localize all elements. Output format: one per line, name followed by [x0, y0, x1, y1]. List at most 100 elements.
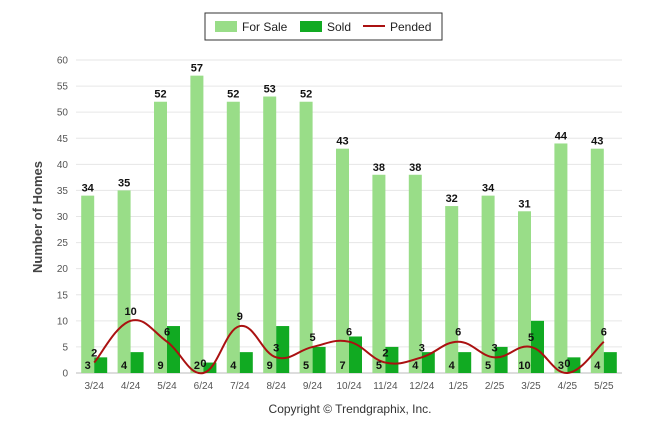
y-axis-label: Number of Homes	[30, 161, 45, 273]
label-pended: 5	[310, 332, 316, 344]
legend-label-for-sale: For Sale	[242, 20, 288, 34]
y-tick-label: 10	[57, 316, 69, 327]
label-sold: 4	[121, 360, 128, 372]
bar-for-sale	[481, 195, 495, 373]
label-pended: 6	[601, 327, 607, 339]
label-sold: 4	[449, 360, 456, 372]
label-for-sale: 53	[264, 84, 276, 96]
label-pended: 5	[528, 332, 534, 344]
bar-for-sale	[445, 206, 459, 373]
bar-sold	[531, 320, 544, 373]
legend: For Sale Sold Pended	[204, 12, 443, 41]
label-sold: 3	[85, 360, 91, 372]
legend-swatch-sold	[300, 21, 322, 32]
pended-line-group	[93, 319, 605, 375]
label-sold: 4	[594, 360, 601, 372]
y-tick-label: 20	[57, 264, 69, 275]
bar-sold	[239, 352, 253, 373]
x-tick-label: 4/25	[558, 381, 578, 392]
bar-for-sale	[408, 174, 422, 373]
bar-for-sale	[263, 96, 277, 374]
bar-for-sale	[336, 148, 349, 373]
bar-for-sale	[299, 101, 313, 373]
legend-label-sold: Sold	[327, 20, 351, 34]
x-tick-label: 3/24	[84, 381, 104, 392]
x-tick-label: 7/24	[230, 381, 250, 392]
label-pended: 3	[492, 342, 498, 354]
label-for-sale: 57	[191, 63, 203, 75]
bar-for-sale	[554, 143, 568, 373]
label-pended: 3	[419, 342, 425, 354]
bar-for-sale	[518, 211, 531, 373]
y-tick-label: 0	[62, 369, 68, 380]
bar-for-sale	[190, 75, 204, 374]
label-sold: 2	[194, 360, 200, 372]
label-sold: 9	[157, 360, 163, 372]
bar-sold	[385, 346, 399, 373]
x-tick-label: 2/25	[485, 381, 505, 392]
y-tick-label: 5	[62, 342, 68, 353]
bar-sold	[312, 346, 326, 373]
label-pended: 2	[91, 348, 97, 360]
copyright-text: Copyright © Trendgraphix, Inc.	[269, 402, 432, 416]
bar-sold	[130, 352, 144, 373]
label-sold: 5	[376, 360, 382, 372]
x-tick-label: 5/24	[157, 381, 177, 392]
y-tick-label: 25	[57, 238, 69, 249]
label-for-sale: 38	[409, 162, 421, 174]
label-pended: 3	[273, 342, 279, 354]
x-axis-ticks: 3/24 4/24 5/24 6/24 7/24 8/24 9/24 10/24 11/24 12…	[84, 381, 614, 392]
label-sold: 5	[303, 360, 309, 372]
label-for-sale: 31	[518, 198, 530, 210]
y-tick-label: 15	[57, 290, 69, 301]
bar-sold	[276, 326, 290, 373]
label-sold: 4	[230, 360, 237, 372]
x-tick-label: 3/25	[521, 381, 541, 392]
y-tick-label: 35	[57, 186, 69, 197]
label-sold: 10	[518, 360, 530, 372]
label-sold: 3	[558, 360, 564, 372]
x-tick-label: 8/24	[266, 381, 286, 392]
bar-sold	[494, 346, 508, 373]
bar-for-sale	[154, 101, 167, 373]
x-tick-label: 5/25	[594, 381, 614, 392]
label-for-sale: 44	[555, 130, 568, 142]
y-tick-label: 45	[57, 134, 69, 145]
label-pended: 10	[124, 306, 136, 318]
label-pended: 6	[164, 327, 170, 339]
y-tick-label: 40	[57, 160, 69, 171]
label-sold: 5	[485, 360, 491, 372]
bar-for-sale	[81, 195, 95, 373]
label-for-sale: 43	[591, 136, 603, 148]
bar-sold	[421, 352, 435, 373]
label-pended: 0	[200, 358, 206, 370]
y-tick-label: 30	[57, 212, 69, 223]
legend-label-pended: Pended	[390, 20, 431, 34]
y-tick-label: 50	[57, 108, 69, 119]
x-tick-label: 4/24	[121, 381, 141, 392]
label-sold: 9	[267, 360, 273, 372]
label-for-sale: 52	[300, 89, 312, 101]
label-for-sale: 35	[118, 177, 130, 189]
bar-for-sale	[117, 190, 131, 373]
bar-for-sale	[590, 148, 604, 373]
label-for-sale: 34	[482, 183, 495, 195]
y-tick-label: 55	[57, 82, 69, 93]
label-sold: 4	[412, 360, 419, 372]
x-tick-label: 11/24	[373, 381, 398, 392]
bar-sold	[458, 352, 472, 373]
y-tick-label: 60	[57, 56, 69, 67]
label-pended: 6	[455, 327, 461, 339]
pended-line	[93, 319, 605, 375]
label-for-sale: 32	[446, 193, 458, 205]
label-pended: 6	[346, 327, 352, 339]
bar-sold	[603, 352, 617, 373]
label-pended: 0	[564, 358, 570, 370]
y-axis-ticks: 0 5 10 15 20 25 30 35 40 45 50 55 60	[57, 56, 69, 380]
x-tick-label: 6/24	[194, 381, 214, 392]
bar-sold	[167, 326, 180, 373]
label-for-sale: 43	[336, 136, 348, 148]
bar-for-sale	[372, 174, 386, 373]
